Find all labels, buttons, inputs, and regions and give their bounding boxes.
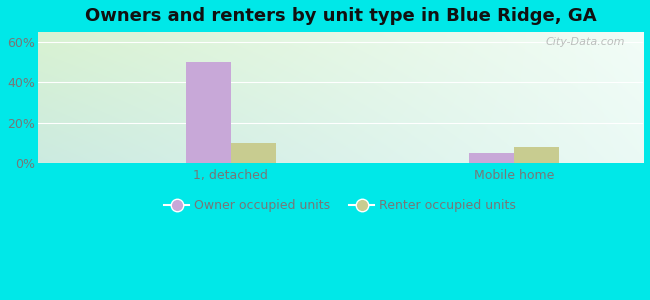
Bar — [231, 143, 276, 163]
Bar — [186, 62, 231, 163]
Title: Owners and renters by unit type in Blue Ridge, GA: Owners and renters by unit type in Blue … — [84, 7, 596, 25]
Bar — [514, 147, 559, 163]
Text: City-Data.com: City-Data.com — [545, 37, 625, 47]
Bar — [469, 153, 514, 163]
Legend: Owner occupied units, Renter occupied units: Owner occupied units, Renter occupied un… — [159, 194, 521, 217]
